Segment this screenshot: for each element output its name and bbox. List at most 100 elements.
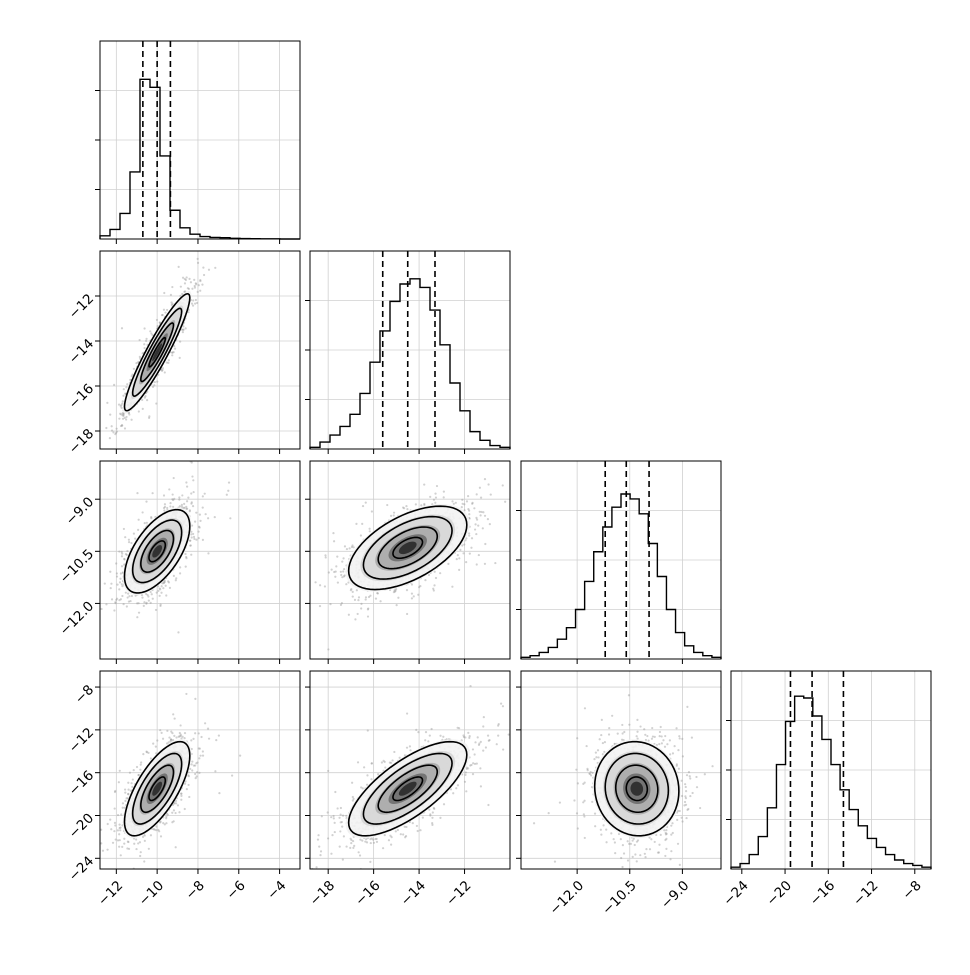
sample-point: [199, 280, 201, 282]
sample-point: [463, 543, 465, 545]
sample-point: [133, 533, 135, 535]
sample-point: [198, 732, 200, 734]
sample-point: [192, 533, 194, 535]
sample-point: [184, 808, 186, 810]
sample-point: [185, 508, 187, 510]
sample-point: [107, 823, 109, 825]
sample-point: [484, 563, 486, 565]
sample-point: [163, 507, 165, 509]
sample-point: [207, 728, 209, 730]
sample-point: [100, 842, 102, 844]
sample-point: [140, 761, 142, 763]
sample-point: [405, 505, 407, 507]
sample-point: [77, 636, 79, 638]
sample-point: [118, 550, 120, 552]
sample-point: [144, 395, 146, 397]
sample-point: [367, 615, 369, 617]
sample-point: [172, 739, 174, 741]
sample-point: [175, 579, 177, 581]
sample-point: [199, 513, 201, 515]
sample-point: [133, 769, 135, 771]
sample-point: [466, 500, 468, 502]
sample-point: [302, 626, 304, 628]
sample-point: [190, 492, 192, 494]
sample-point: [453, 503, 455, 505]
sample-point: [195, 539, 197, 541]
sample-point: [118, 418, 120, 420]
sample-point: [110, 587, 112, 589]
sample-point: [181, 668, 183, 670]
sample-point: [121, 555, 123, 557]
sample-point: [124, 392, 126, 394]
sample-point: [343, 575, 345, 577]
sample-point: [133, 843, 135, 845]
sample-point: [457, 554, 459, 556]
sample-point: [173, 575, 175, 577]
sample-point: [434, 502, 436, 504]
sample-point: [193, 491, 195, 493]
sample-point: [189, 509, 191, 511]
x-tick-label: −16: [807, 878, 838, 909]
sample-point: [226, 494, 228, 496]
sample-point: [109, 414, 111, 416]
sample-point: [451, 500, 453, 502]
sample-point: [145, 501, 147, 503]
sample-point: [304, 570, 306, 572]
sample-point: [182, 331, 184, 333]
sample-point: [123, 528, 125, 530]
sample-point: [191, 475, 193, 477]
sample-point: [393, 589, 395, 591]
sample-point: [461, 506, 463, 508]
sample-point: [124, 417, 126, 419]
sample-point: [124, 427, 126, 429]
sample-point: [184, 732, 186, 734]
sample-point: [106, 849, 108, 851]
sample-point: [458, 557, 460, 559]
sample-point: [145, 340, 147, 342]
sample-point: [468, 513, 470, 515]
sample-point: [165, 594, 167, 596]
sample-point: [159, 605, 161, 607]
sample-point: [411, 583, 413, 585]
sample-point: [179, 566, 181, 568]
sample-point: [169, 587, 171, 589]
sample-point: [355, 523, 357, 525]
sample-point: [166, 309, 168, 311]
sample-point: [429, 496, 431, 498]
sample-point: [195, 512, 197, 514]
sample-point: [467, 508, 469, 510]
sample-point: [135, 362, 137, 364]
sample-point: [471, 502, 473, 504]
sample-point: [180, 737, 182, 739]
sample-point: [116, 598, 118, 600]
sample-point: [333, 540, 335, 542]
sample-point: [150, 834, 152, 836]
sample-point: [169, 505, 171, 507]
sample-point: [356, 589, 358, 591]
sample-point: [403, 507, 405, 509]
sample-point: [191, 288, 193, 290]
sample-point: [137, 529, 139, 531]
sample-point: [116, 584, 118, 586]
sample-point: [476, 493, 478, 495]
sample-point: [116, 428, 118, 430]
sample-point: [120, 598, 122, 600]
sample-point: [179, 357, 181, 359]
sample-point: [171, 354, 173, 356]
sample-point: [163, 494, 165, 496]
sample-point: [484, 543, 486, 545]
sample-point: [192, 305, 194, 307]
sample-point: [396, 604, 398, 606]
sample-point: [194, 521, 196, 523]
sample-point: [345, 583, 347, 585]
sample-point: [360, 603, 362, 605]
sample-point: [413, 595, 415, 597]
sample-point: [467, 495, 469, 497]
sample-point: [478, 554, 480, 556]
sample-point: [346, 548, 348, 550]
sample-point: [415, 503, 417, 505]
sample-point: [479, 514, 481, 516]
sample-point: [439, 572, 441, 574]
histogram-1: [310, 279, 510, 449]
sample-point: [209, 242, 211, 244]
